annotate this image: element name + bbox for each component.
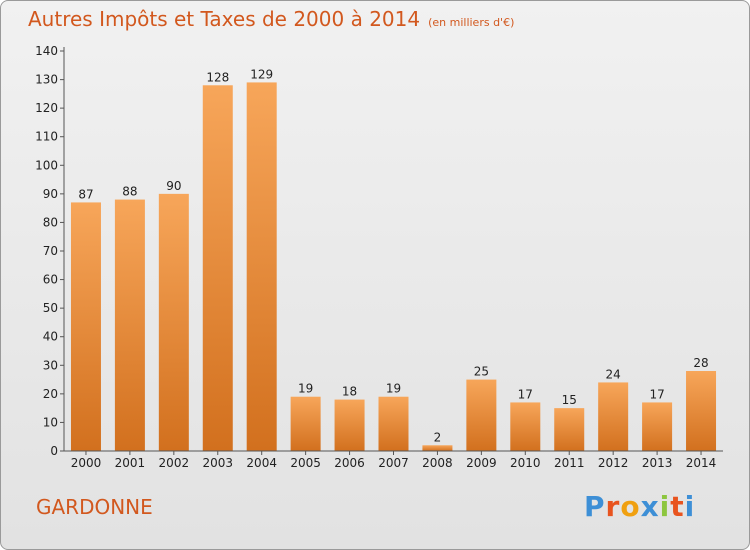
title-unit: (en milliers d'€) <box>428 16 515 29</box>
y-tick-label: 80 <box>43 215 58 229</box>
y-tick-label: 20 <box>43 387 58 401</box>
x-tick-label: 2007 <box>378 456 409 470</box>
y-tick-label: 100 <box>35 158 58 172</box>
bar-2008 <box>422 445 453 451</box>
bar-value-label: 24 <box>606 367 621 381</box>
bar-value-label: 128 <box>206 70 229 84</box>
x-tick-label: 2002 <box>159 456 190 470</box>
x-tick-label: 2009 <box>466 456 497 470</box>
bar-2011 <box>554 408 585 451</box>
logo-letter: r <box>605 490 621 523</box>
y-tick-label: 70 <box>43 244 58 258</box>
bars: 87 88 90 128 129 19 18 19 2 25 17 15 24 17 28 <box>70 67 717 452</box>
bar-value-label: 17 <box>518 387 533 401</box>
bar-value-label: 15 <box>562 393 577 407</box>
bar-2004 <box>246 82 277 451</box>
x-tick-label: 2003 <box>202 456 233 470</box>
y-tick-label: 30 <box>43 358 58 372</box>
x-tick-label: 2013 <box>642 456 673 470</box>
bar-2010 <box>510 402 541 451</box>
bar-2003 <box>202 85 233 452</box>
logo-letter: o <box>620 490 641 523</box>
title-main: Autres Impôts et Taxes de 2000 à 2014 <box>28 7 421 31</box>
bar-2000 <box>70 202 101 451</box>
y-tick-label: 110 <box>35 130 58 144</box>
x-tick-label: 2014 <box>686 456 717 470</box>
y-tick-label: 90 <box>43 187 58 201</box>
y-axis: 0 10 20 30 40 50 60 70 80 90 100 110 120 130 140 <box>35 44 65 458</box>
x-tick-label: 2000 <box>71 456 102 470</box>
logo-letter: i <box>659 490 671 523</box>
x-tick-label: 2010 <box>510 456 541 470</box>
logo-letter: x <box>640 490 660 523</box>
bar-value-label: 18 <box>342 385 357 399</box>
x-tick-label: 2004 <box>246 456 277 470</box>
bar-value-label: 90 <box>166 179 181 193</box>
x-tick-label: 2001 <box>115 456 146 470</box>
bar-value-label: 87 <box>78 187 93 201</box>
y-tick-label: 40 <box>43 330 58 344</box>
y-tick-label: 10 <box>43 415 58 429</box>
bar-2002 <box>158 193 189 451</box>
y-tick-label: 130 <box>35 73 58 87</box>
bar-2012 <box>598 382 629 451</box>
bar-value-label: 88 <box>122 185 137 199</box>
y-tick-label: 120 <box>35 101 58 115</box>
bar-2013 <box>642 402 673 451</box>
y-tick-label: 60 <box>43 273 58 287</box>
x-tick-label: 2011 <box>554 456 585 470</box>
x-tick-label: 2005 <box>290 456 321 470</box>
bar-2001 <box>114 199 145 451</box>
bar-value-label: 25 <box>474 365 489 379</box>
x-tick-label: 2006 <box>334 456 365 470</box>
bar-2006 <box>334 399 365 451</box>
bar-value-label: 28 <box>693 356 708 370</box>
bar-value-label: 19 <box>386 382 401 396</box>
bar-value-label: 129 <box>250 67 273 81</box>
bar-value-label: 2 <box>434 430 442 444</box>
bar-2007 <box>378 396 409 451</box>
logo-letter: i <box>684 490 696 523</box>
y-tick-label: 140 <box>35 44 58 58</box>
bar-2005 <box>290 396 321 451</box>
bar-value-label: 17 <box>649 387 664 401</box>
logo-letter: t <box>670 490 685 523</box>
x-tick-label: 2012 <box>598 456 629 470</box>
proxiti-logo[interactable]: Proxiti <box>584 490 695 523</box>
y-tick-label: 0 <box>50 444 58 458</box>
commune-name: GARDONNE <box>36 495 153 519</box>
x-tick-label: 2008 <box>422 456 453 470</box>
x-axis: 2000 2001 2002 2003 2004 2005 2006 2007 2008 2009… <box>64 450 723 470</box>
logo-letter: P <box>584 490 606 523</box>
y-tick-label: 50 <box>43 301 58 315</box>
bar-2014 <box>686 371 717 451</box>
chart-title: Autres Impôts et Taxes de 2000 à 2014 (en… <box>28 7 514 31</box>
bar-value-label: 19 <box>298 382 313 396</box>
bar-2009 <box>466 379 497 451</box>
